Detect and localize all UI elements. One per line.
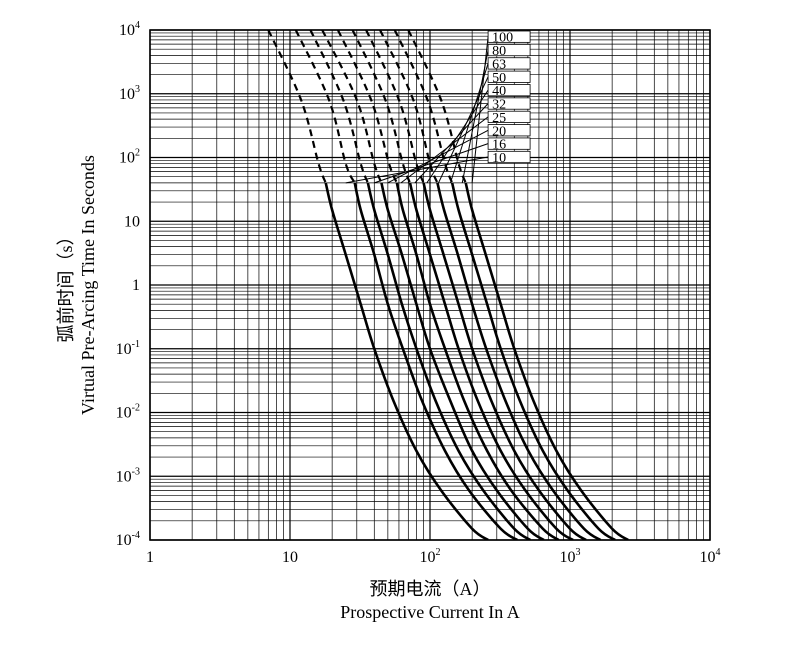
y-tick-label: 10-4 [116,530,140,549]
tick-labels: 11010210310410410310210110-110-210-310-4 [116,20,721,566]
x-tick-label: 1 [146,549,154,566]
time-current-chart: 1008063504032252016101101021031041041031… [0,0,790,648]
y-tick-label: 103 [119,84,140,103]
x-tick-label: 10 [282,549,298,566]
curve-dashed-10 [268,30,325,183]
curve-dashed-100 [408,30,465,183]
x-tick-label: 104 [700,547,721,566]
legend-label-10: 10 [492,151,506,166]
legend-leader-80 [462,50,488,183]
x-tick-label: 102 [420,547,441,566]
x-axis-label-cn: 预期电流（A） [370,579,491,599]
y-tick-label: 10 [124,213,140,230]
y-tick-label: 104 [119,20,140,39]
y-tick-label: 10-2 [116,403,140,422]
x-axis-label-en: Prospective Current In A [340,602,519,622]
y-tick-label: 102 [119,148,140,167]
x-tick-label: 103 [560,547,581,566]
legend-leader-10 [346,157,488,183]
y-axis-label-en: Virtual Pre-Arcing Time In Seconds [78,155,98,415]
chart-container: 1008063504032252016101101021031041041031… [0,0,790,648]
y-axis-label-cn: 弧前时间（s） [56,227,76,342]
y-tick-label: 10-3 [116,466,140,485]
legend-leader-100 [472,37,488,183]
legend-leader-63 [450,63,488,182]
y-tick-label: 1 [132,277,140,294]
y-tick-label: 10-1 [116,339,140,358]
